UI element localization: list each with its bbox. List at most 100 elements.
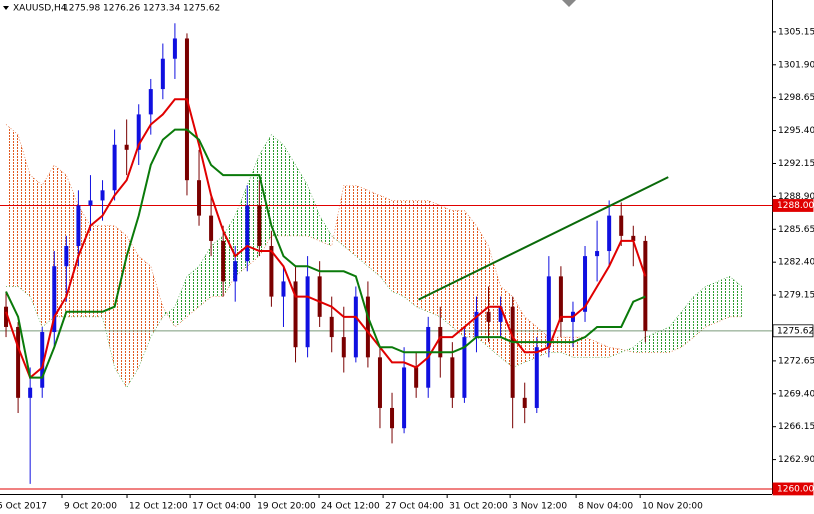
cloud-segment [717,276,730,322]
candle-body [209,215,214,241]
cloud-segment [452,210,465,338]
cloud-segment [585,337,598,358]
cloud-segment [331,185,344,246]
x-tick-label: 17 Oct 04:00 [192,502,251,512]
candle-body [317,276,322,317]
cloud-segment [729,276,742,317]
candle-body [534,347,539,408]
candle-body [124,144,129,150]
quote-low: 1273.34 [143,4,180,14]
price-box [772,199,814,212]
cloud-segment [440,205,453,327]
cloud-segment [199,245,212,307]
cloud-segment [597,342,610,358]
candle-body [329,316,334,338]
indicator-line [5,98,647,380]
candle-body [4,306,9,327]
cloud-segment [681,296,694,348]
cloud-segment [645,332,658,353]
cloud-segment [90,225,103,317]
cloud-segment [379,195,393,292]
cloud-segment [66,175,79,317]
cloud-segment [114,225,127,388]
scroll-marker [562,0,576,7]
cloud-edge [5,124,742,353]
candle-body [88,200,93,206]
candle-body [76,205,81,246]
candle-body [631,235,636,241]
cloud-segment [102,225,115,368]
cloud-segment [488,245,501,358]
y-tick-label: 1288.90 [778,192,814,202]
cloud-segment [271,134,284,236]
plot [0,23,772,490]
cloud-segment [283,144,296,236]
cloud-segment [609,347,622,358]
price-box-label: 1288.00 [777,201,814,211]
cloud-segment [693,286,706,338]
x-tick-label: 8 Nov 04:00 [578,502,633,512]
x-tick-label: 3 Nov 12:00 [512,502,567,512]
y-tick-label: 1262.90 [778,455,814,465]
cloud-segment [259,134,272,257]
candle-body [546,276,551,348]
quote-open: 1275.98 [63,4,100,14]
candle-body [522,397,527,408]
candle-body [619,215,624,236]
candle-body [414,367,419,388]
candle-body [462,337,467,398]
cloud-segment [416,200,429,312]
cloud-segment [30,175,43,327]
axes: 1305.15 1301.90 1298.65 1295.40 1292.15 1288.… [0,27,814,511]
y-tick-label: 1269.40 [778,389,814,399]
candle-body [64,245,69,267]
y-tick-label: 1301.90 [778,60,814,70]
y-tick-label: 1285.65 [778,225,814,235]
cloud-segment [572,337,586,358]
y-tick-label: 1305.15 [778,27,814,37]
candle-body [341,337,346,358]
cloud-segment [705,281,718,327]
y-tick-label: 1279.15 [778,291,814,301]
candle-body [136,114,141,150]
x-tick-label: 10 Nov 20:00 [642,502,703,512]
candle-body [365,296,370,358]
x-tick-label: 19 Oct 20:00 [257,502,316,512]
symbol: XAUUSD,H4 [13,4,67,14]
cloud-segment [404,200,417,307]
cloud-segment [355,185,368,267]
cloud-edge [6,134,743,389]
candle-body [643,240,648,331]
cloud-segment [54,165,67,317]
price-box-label: 1260.00 [777,484,814,494]
candle-body [269,245,274,297]
indicator-line [5,128,646,379]
price-box [772,482,814,496]
candle-body [197,180,202,216]
candle-body [221,240,226,282]
cloud-segment [367,190,380,277]
cloud-segment [392,200,405,297]
candle-body [377,357,382,408]
candle-body [558,276,563,322]
candle-body [607,215,612,252]
cloud-segment [524,316,537,363]
cloud-segment [657,326,670,353]
x-tick-label: 24 Oct 12:00 [321,502,380,512]
cloud-segment [162,306,175,327]
candle-body [112,144,117,191]
cloud-segment [295,165,308,236]
candle-body [583,256,588,312]
candle-body [172,38,177,59]
y-tick-label: 1292.15 [778,159,814,169]
candle-body [52,266,57,333]
cloud-segment [247,154,260,267]
price-box-label: 1275.62 [777,326,814,336]
menu-arrow[interactable] [3,6,9,10]
candle-body [510,306,515,398]
candle-body [450,357,455,398]
cloud-segment [18,134,31,297]
x-tick-label: 31 Oct 20:00 [449,502,508,512]
candle-body [245,205,250,262]
